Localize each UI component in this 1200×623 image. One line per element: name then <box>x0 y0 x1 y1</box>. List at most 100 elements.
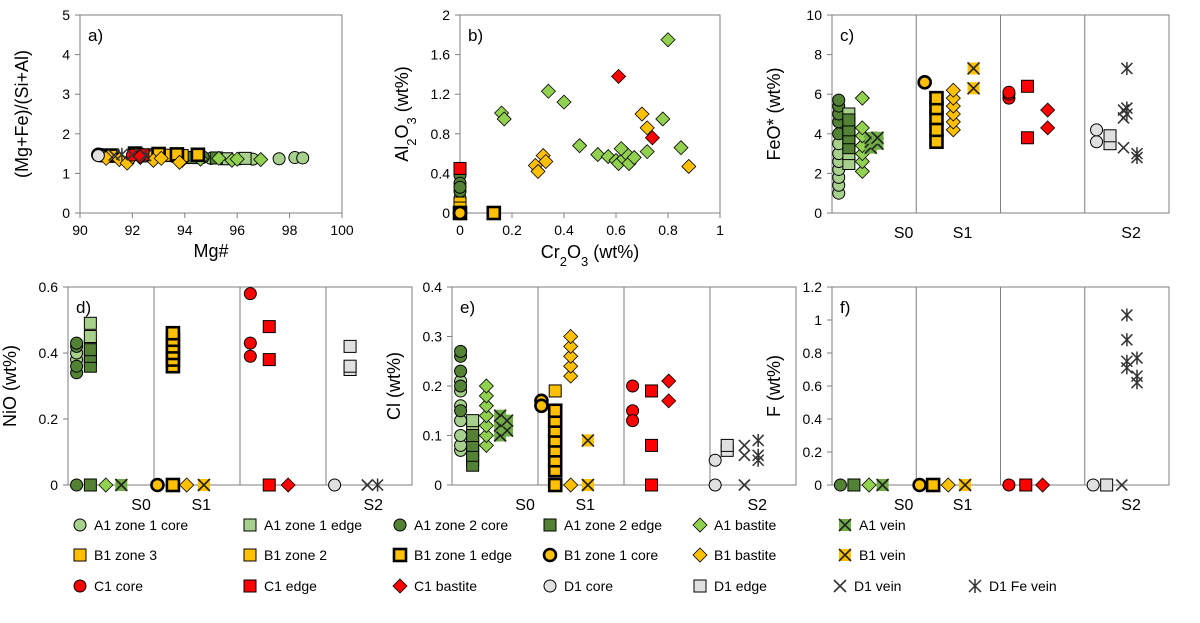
data-point <box>1130 376 1144 390</box>
data-point <box>912 477 927 493</box>
y-tick-label: 2 <box>62 126 70 142</box>
x-tick-label: 90 <box>72 222 88 238</box>
data-point <box>538 153 554 170</box>
panel-tag: c) <box>840 26 854 45</box>
data-point <box>1120 101 1133 115</box>
legend-item: A1 zone 1 core <box>73 517 188 533</box>
data-point <box>454 379 468 393</box>
data-point <box>1002 478 1016 492</box>
data-point <box>1115 478 1128 492</box>
data-point <box>563 328 579 345</box>
y-tick-label: 0 <box>62 205 70 221</box>
data-point <box>1086 478 1100 492</box>
y-tick-label: 4 <box>62 47 70 63</box>
legend-label: B1 zone 1 edge <box>414 547 512 563</box>
data-point <box>197 478 211 492</box>
legend-item: B1 zone 1 core <box>542 547 658 563</box>
data-point <box>634 106 650 122</box>
data-point <box>738 478 751 492</box>
data-point <box>500 414 514 428</box>
legend-item: B1 zone 1 edge <box>392 547 512 563</box>
data-point <box>70 359 84 373</box>
data-point <box>1120 333 1133 347</box>
data-point <box>945 122 961 138</box>
data-point <box>572 138 588 154</box>
y-tick-label: 0 <box>50 477 58 493</box>
legend-label: B1 zone 2 <box>264 547 327 563</box>
x-tick-label: 0.4 <box>554 222 574 238</box>
x-tick-label: 0.6 <box>606 222 626 238</box>
y-tick-label: 0.6 <box>39 279 59 295</box>
data-point <box>1090 123 1104 137</box>
legend-item: D1 edge <box>693 578 767 594</box>
data-point <box>563 358 579 374</box>
zone-label: S0 <box>515 497 535 514</box>
legend-label: C1 bastite <box>414 578 477 594</box>
legend-symbol <box>73 518 87 532</box>
x-axis-label: Cr2O3 (wt%) <box>541 242 639 269</box>
y-tick-label: 5 <box>62 7 70 23</box>
data-point <box>655 111 671 127</box>
legend-item: D1 vein <box>833 578 901 594</box>
legend-label: D1 core <box>564 578 613 594</box>
data-point <box>1040 120 1056 136</box>
data-point <box>1120 61 1133 75</box>
data-point <box>626 149 642 166</box>
data-point <box>126 148 139 161</box>
legend-item: A1 bastite <box>692 517 776 533</box>
data-point <box>1040 102 1056 118</box>
y-tick-label: 0.1 <box>423 428 443 444</box>
data-point <box>681 158 697 175</box>
data-point <box>328 478 342 492</box>
data-point <box>150 477 165 493</box>
data-point <box>929 134 944 150</box>
data-point <box>496 111 512 127</box>
zone-label: S0 <box>894 225 914 242</box>
data-point <box>639 144 655 160</box>
legend-item: C1 bastite <box>392 578 477 594</box>
y-axis-label: Al2O3 (wt%) <box>392 66 419 162</box>
data-point <box>563 338 579 354</box>
data-point <box>70 336 84 350</box>
zone-label: S2 <box>1121 225 1141 242</box>
data-point <box>83 343 97 357</box>
y-tick-label: 0 <box>434 477 442 493</box>
legend-item: B1 bastite <box>692 547 776 563</box>
legend-label: A1 vein <box>859 517 906 533</box>
data-point <box>83 316 97 330</box>
y-tick-label: 0.2 <box>39 411 59 427</box>
data-point <box>752 433 765 447</box>
y-tick-label: 1 <box>62 165 70 181</box>
zone-label: S1 <box>576 497 596 514</box>
data-point <box>861 477 877 493</box>
panel-tag: a) <box>88 26 103 45</box>
y-tick-label: 8 <box>814 47 822 63</box>
data-point <box>530 163 546 179</box>
y-tick-label: 0.8 <box>803 345 823 361</box>
y-tick-label: 0.2 <box>423 378 443 394</box>
data-point <box>547 403 563 419</box>
data-point <box>343 339 357 353</box>
data-point <box>229 151 245 167</box>
y-tick-label: 0 <box>442 205 450 221</box>
data-point <box>581 433 595 448</box>
zone-label: S0 <box>894 497 914 514</box>
data-point <box>114 478 128 492</box>
data-point <box>478 388 494 404</box>
y-tick-label: 1 <box>814 312 822 328</box>
x-tick-label: 100 <box>330 222 354 238</box>
data-point <box>165 325 181 341</box>
x-tick-label: 94 <box>177 222 193 238</box>
legend-symbol <box>693 579 707 593</box>
data-point <box>361 478 374 492</box>
legend-label: B1 vein <box>859 547 906 563</box>
data-point <box>720 438 734 452</box>
data-point <box>280 477 296 493</box>
y-tick-label: 2 <box>442 7 450 23</box>
data-point <box>1020 79 1034 93</box>
data-point <box>253 151 269 168</box>
x-tick-label: 0.8 <box>658 222 678 238</box>
legend-symbol <box>392 547 408 563</box>
x-tick-label: 1 <box>716 222 724 238</box>
